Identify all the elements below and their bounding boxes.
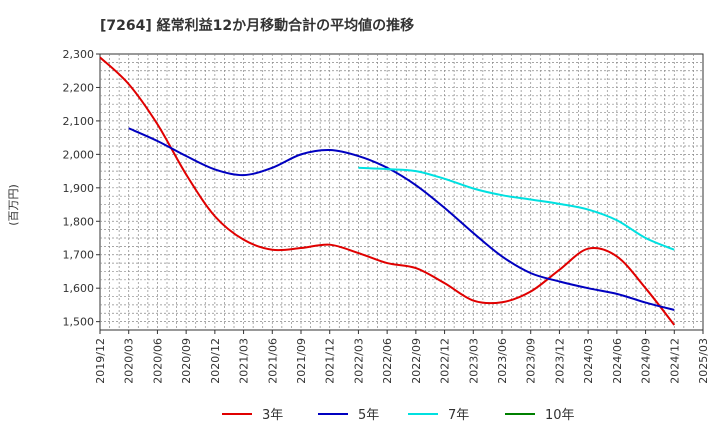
legend-label: 7年 [448,408,469,423]
legend-label: 10年 [545,408,575,423]
series-line-1 [99,56,676,326]
chart-title: [7264] 経常利益12か月移動合計の平均値の推移 [100,17,414,34]
y-tick-label: 2,300 [63,48,95,61]
series-line-3 [358,166,675,251]
x-tick-label: 2022/06 [381,338,394,384]
x-tick-label: 2023/12 [553,338,566,384]
x-tick-label: 2022/12 [439,338,452,384]
x-tick-label: 2021/09 [295,338,308,384]
x-tick-label: 2025/03 [697,338,710,384]
legend-label: 3年 [262,408,283,423]
y-tick-label: 2,100 [63,115,95,128]
legend-label: 5年 [358,408,379,423]
y-axis-label: (百万円) [7,184,20,226]
series-line-2 [128,127,675,311]
y-tick-label: 1,800 [63,215,95,228]
y-tick-label: 1,500 [63,316,95,329]
y-tick-label: 2,000 [63,148,95,161]
plot-frame [99,53,704,331]
x-tick-label: 2024/12 [668,338,681,384]
y-tick-label: 1,600 [63,282,95,295]
x-tick-label: 2020/12 [209,338,222,384]
x-tick-label: 2023/09 [525,338,538,384]
x-tick-label: 2021/03 [238,338,251,384]
x-tick-label: 2020/06 [151,338,164,384]
x-tick-label: 2023/06 [496,338,509,384]
x-tick-label: 2024/03 [582,338,595,384]
x-tick-label: 2023/03 [467,338,480,384]
legend: 3年 5年 7年 10年 [222,408,575,423]
x-tick-label: 2024/09 [640,338,653,384]
y-tick-label: 1,900 [63,182,95,195]
x-tick-label: 2019/12 [94,338,107,384]
y-tick-label: 2,200 [63,81,95,94]
x-tick-label: 2021/06 [266,338,279,384]
x-tick-label: 2021/12 [324,338,337,384]
x-tick-label: 2022/03 [352,338,365,384]
y-tick-label: 1,700 [63,249,95,262]
plot-area: 1,500 1,600 1,700 1,800 1,900 2,000 2,100 2,200… [63,48,711,384]
x-tick-label: 2022/09 [410,338,423,384]
x-tick-label: 2024/06 [611,338,624,384]
x-tick-label: 2020/09 [180,338,193,384]
x-tick-label: 2020/03 [123,338,136,384]
